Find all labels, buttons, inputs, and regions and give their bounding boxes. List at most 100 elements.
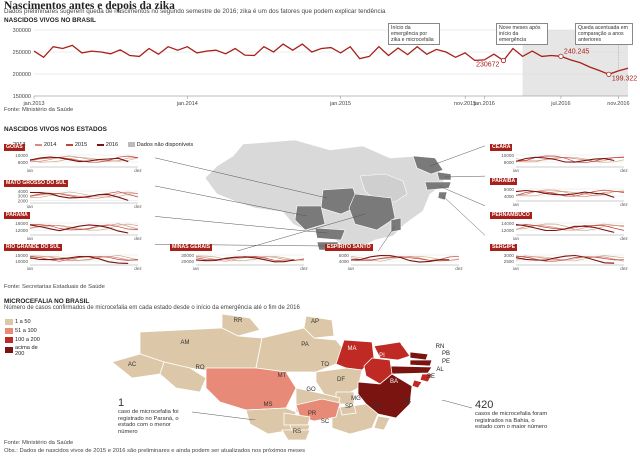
panel-tick-dez: dez [455,266,463,270]
x-tick-label: jul.2016 [550,101,570,107]
state-panel: CEARÁ 10000 8000 jan dez [490,144,636,172]
panel-tick-jan: jan [26,168,34,172]
state-panel-title: GOIÁS [4,144,25,151]
map-state-pernambuco [424,181,452,191]
map-rr [221,313,261,337]
map-rn [409,351,429,361]
callout-parana-number: 1 [118,397,125,409]
map-state-paraiba [436,171,452,181]
micro-swatch-3 [5,336,13,343]
map-label-mg: MG [351,396,361,402]
state-panel: GOIÁS 10000 8000 jan dez [4,144,150,172]
legend-swatch-2016 [96,143,104,146]
panel-tick-label: 4000 [504,194,515,199]
callout-bahia-text: casos de microcefalia foram registrados … [475,411,548,430]
state-panel-chart: 10000 8000 jan dez [15,153,142,172]
map-label-go: GO [306,387,316,393]
series-line-brasil [33,43,629,75]
state-panel-title: ESPÍRITO SANTO [325,244,373,251]
legend-2015: 2015 [65,142,87,148]
panel-tick-jan: jan [26,236,34,240]
map-no-data-ba [359,173,408,203]
map-label-ce: CE [400,342,410,348]
state-panel-chart: 14000 12000 jan dez [501,221,628,240]
panel-series-2016 [515,254,615,264]
map-label-sp: SP [344,404,353,410]
panel-tick-label: 16000 [15,221,28,226]
panel-tick-label: 10000 [501,153,514,158]
highlight-point [558,53,564,59]
panel-series-2016 [29,256,129,264]
panel-tick-label: 15000 [15,253,28,258]
micro-legend-51-100: 51 a 100 [5,327,45,336]
legend-swatch-2015 [65,143,73,146]
panel-series-2015 [515,224,625,231]
panel-tick-dez: dez [134,236,142,240]
panel-series-2016 [515,223,615,233]
map-ce [373,341,411,361]
state-panel: PERNAMBUCO 14000 12000 jan dez [490,212,636,240]
panel-tick-label: 2000 [18,198,29,203]
panel-series-2014 [515,255,625,262]
map-state-sergipe [437,191,448,201]
map-label-pe: PE [441,359,450,365]
panel-series-2016 [350,255,450,263]
panel-tick-label: 20000 [181,259,194,264]
x-tick-label: nov.2015 [454,101,476,107]
page-subtitle: Dados preliminares sugerem queda de nasc… [4,8,386,15]
panel-tick-label: 8000 [504,160,515,165]
map-label-ac: AC [127,362,137,368]
panel-tick-dez: dez [134,168,142,172]
state-panel-title: PARANÁ [4,212,30,219]
panel-tick-label: 4000 [339,259,350,264]
panel-tick-jan: jan [192,266,200,270]
value-label: 240.245 [564,48,589,55]
callout-parana: 1 caso de microcefalia foi registrado no… [118,398,190,435]
micro-legend: 1 a 50 51 a 100 100 a 200 acima de 200 [5,318,45,358]
state-panel: PARANÁ 16000 12000 jan dez [4,212,150,240]
map-label-al: AL [436,367,444,373]
map-label-ms: MS [263,402,273,408]
x-tick-label: jan.2014 [176,101,198,107]
map-label-sc: SC [320,419,330,425]
map-label-rs: RS [292,429,302,435]
panel-tick-dez: dez [300,266,308,270]
state-panel-title: MINAS GERAIS [170,244,213,251]
map-spacer [110,436,111,437]
map-pb [409,359,433,367]
states-section-label: NASCIDOS VIVOS NOS ESTADOS [4,126,107,133]
panel-tick-dez: dez [620,236,628,240]
micro-section-subtitle: Número de casos confirmados de microcefa… [4,305,300,311]
callout-bahia: 420 casos de microcefalia foram registra… [475,400,553,431]
panel-series-2014 [29,255,139,261]
panel-tick-dez: dez [134,266,142,270]
map-state-minas [348,193,396,231]
map-ap [303,315,335,339]
highlight-point [500,57,507,64]
microcefalia-map-rs [281,429,311,441]
state-panel-title: RIO GRANDE DO SUL [4,244,63,251]
map-label-rn: RN [435,344,445,350]
panel-tick-label: 5000 [339,253,350,258]
microcefalia-map-south [283,398,357,432]
value-label: 230672 [476,62,499,69]
main-chart-label: NASCIDOS VIVOS NO BRASIL [4,17,96,24]
panel-tick-dez: dez [620,266,628,270]
map-label-mt: MT [277,373,287,379]
map-label-pr: PR [307,411,317,417]
micro-swatch-4 [5,347,13,353]
panel-tick-dez: dez [134,204,142,208]
map-rs [281,429,311,441]
states-source: Fonte: Secretarias Estaduais de Saúde [4,284,105,290]
state-panel-title: PERNAMBUCO [490,212,532,219]
value-label: 199.322 [612,75,637,82]
state-panel: RIO GRANDE DO SUL 15000 10000 jan dez [4,244,150,270]
panel-tick-label: 4000 [18,189,29,194]
panel-tick-label: 2500 [504,259,515,264]
map-label-rj: RJ [373,404,381,410]
panel-tick-label: 12000 [15,228,28,233]
panel-tick-jan: jan [26,204,34,208]
x-tick-label: jan.2015 [329,101,351,107]
panel-tick-label: 3000 [504,253,515,258]
